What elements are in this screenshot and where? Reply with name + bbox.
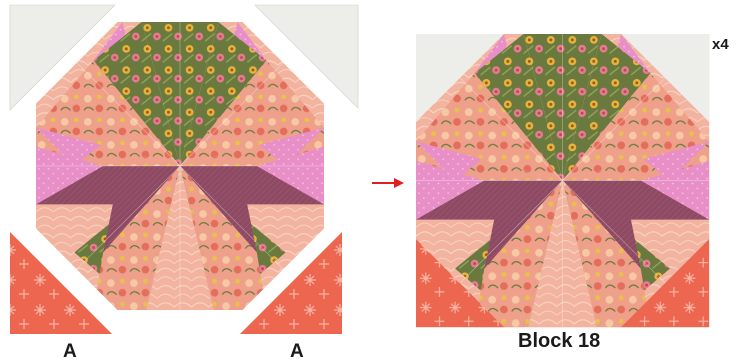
corner-piece-bottom-left xyxy=(10,232,112,334)
block-title: Block 18 xyxy=(518,330,601,352)
finished-block xyxy=(415,33,710,328)
corner-piece-top-left xyxy=(9,4,116,111)
octagon-center xyxy=(36,22,325,311)
multiplier-label: x4 xyxy=(712,36,729,53)
exploded-block xyxy=(9,4,359,334)
right-arrow-icon xyxy=(372,178,404,188)
corner-label-right: A xyxy=(290,341,304,362)
corner-piece-bottom-right xyxy=(240,232,342,334)
corner-label-left: A xyxy=(63,341,77,362)
corner-piece-top-right xyxy=(254,4,359,109)
